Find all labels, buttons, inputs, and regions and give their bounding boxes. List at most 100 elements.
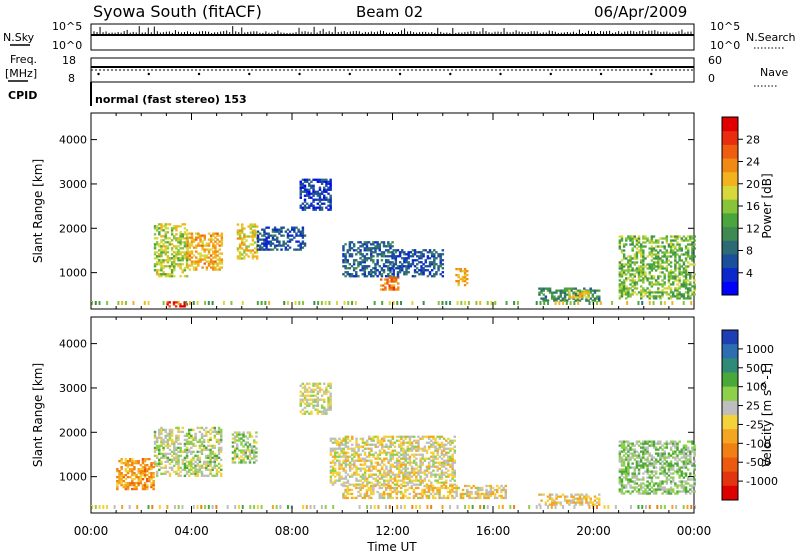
data-cell [351,457,354,460]
data-cell [243,251,246,254]
data-cell [282,234,285,237]
data-cell [657,259,660,262]
data-cell [333,441,337,444]
data-cell [158,253,161,256]
freq-dip [298,72,301,76]
data-cell [412,453,416,456]
data-cell [177,259,180,262]
data-cell [214,244,217,247]
data-cell [351,475,354,478]
data-cell [620,442,624,445]
data-cell [200,464,204,467]
data-cell [168,241,172,244]
data-cell [392,257,395,260]
data-cell [570,296,573,299]
data-cell [372,484,375,488]
data-cell [474,496,478,500]
data-cell [153,440,157,444]
data-cell [133,467,136,471]
data-cell [415,251,419,254]
data-cell [342,496,345,500]
data-cell [389,435,392,438]
data-cell [453,483,456,486]
data-cell [463,273,467,277]
data-cell [378,481,382,484]
data-cell [486,301,489,305]
data-cell [372,467,375,470]
data-cell [682,283,686,286]
data-cell [417,435,420,438]
data-cell [676,261,679,264]
data-cell [691,293,694,296]
data-cell [344,481,348,484]
data-cell [387,471,390,474]
data-cell [181,235,185,238]
data-cell [422,253,425,256]
data-cell [618,490,622,493]
data-cell [278,232,281,235]
data-cell [207,460,210,463]
data-cell [251,239,255,242]
data-cell [665,241,669,244]
data-cell [587,292,591,295]
data-cell [183,466,187,469]
data-cell [177,462,180,465]
data-cell [263,232,266,235]
data-cell [400,465,403,468]
data-cell [338,443,341,446]
data-cell [299,180,302,183]
data-cell [388,284,391,287]
data-cell [312,406,315,409]
data-cell [387,245,390,248]
data-cell [461,277,465,281]
data-cell [139,481,143,485]
data-cell [336,459,339,462]
data-cell [370,463,373,466]
data-cell [674,484,677,487]
data-cell [637,269,641,272]
data-cell [338,473,341,476]
data-cell [282,242,285,245]
data-cell [164,233,167,236]
data-cell [361,484,364,488]
data-cell [143,487,147,491]
data-cell [661,283,664,286]
data-cell [329,408,332,411]
data-cell [331,455,335,458]
data-cell [323,180,326,183]
data-cell [391,441,395,444]
data-cell [323,188,326,191]
data-cell [674,253,677,256]
data-cell [243,257,246,260]
data-cell [361,475,365,478]
data-cell [216,258,219,261]
data-cell [216,262,219,265]
data-cell [661,454,664,457]
y-tick-label: 3000 [59,178,87,191]
data-cell [359,453,363,456]
data-cell [329,477,333,480]
data-cell [426,275,430,278]
data-cell [160,267,163,270]
data-cell [419,496,422,500]
data-cell [305,394,309,397]
data-cell [622,450,626,453]
data-cell [303,244,307,247]
data-cell [629,261,632,264]
data-cell [637,241,641,244]
data-cell [179,275,182,278]
data-cell [273,246,277,249]
data-cell [238,431,241,434]
data-cell [669,287,673,290]
data-cell [153,227,157,230]
data-cell [451,463,454,466]
data-cell [425,469,429,472]
data-cell [155,269,159,272]
data-cell [625,285,628,288]
data-cell [160,235,163,238]
data-cell [648,281,651,284]
data-cell [374,271,377,274]
data-cell [423,469,427,472]
data-cell [585,296,588,299]
data-cell [674,482,677,485]
